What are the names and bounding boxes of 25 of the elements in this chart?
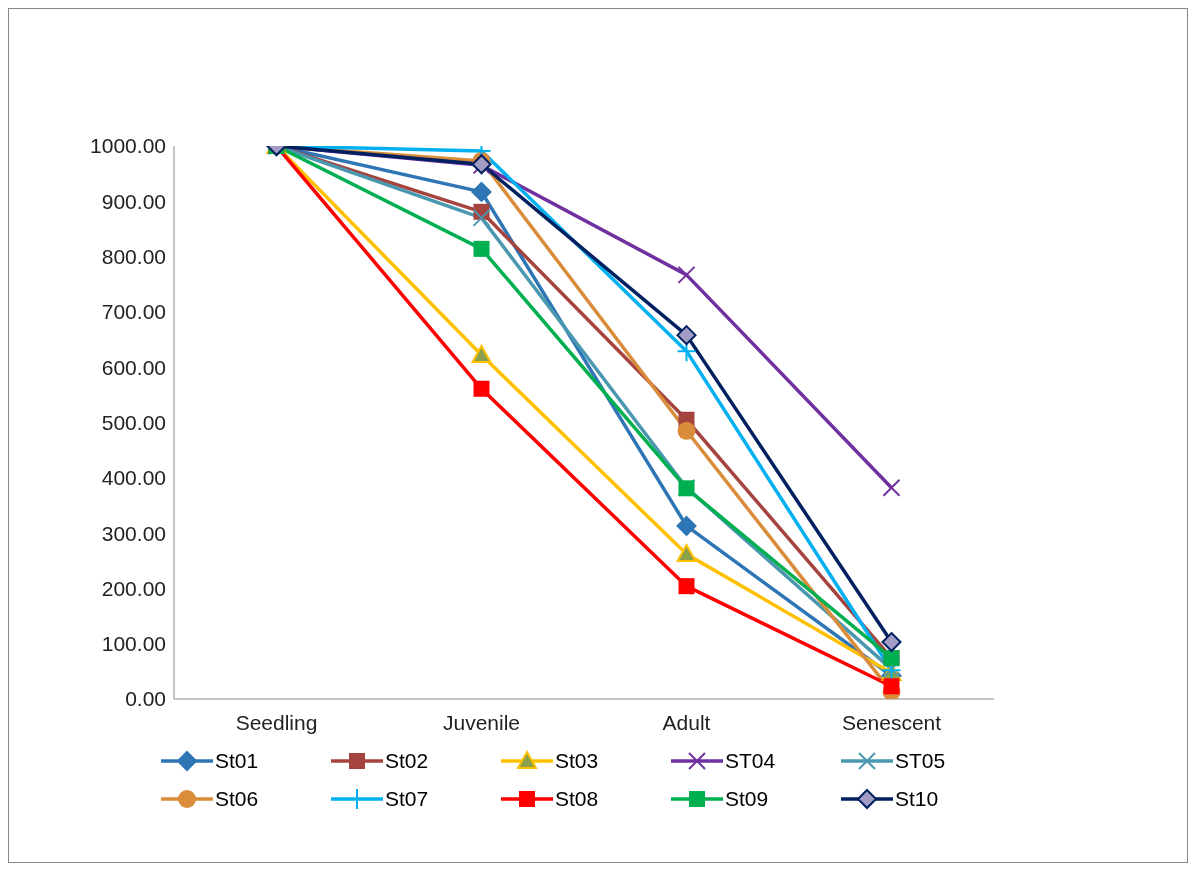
y-tick-label: 900.00: [101, 189, 166, 213]
y-tick-label: 300.00: [101, 521, 166, 545]
y-tick-label: 1000.00: [90, 134, 166, 158]
legend-label: St01: [215, 749, 259, 773]
legend-label: St10: [895, 787, 939, 811]
legend-label: St07: [385, 787, 429, 811]
x-tick-label: Juvenile: [442, 710, 521, 734]
y-tick-label: 600.00: [101, 355, 166, 379]
y-tick-label: 500.00: [101, 410, 166, 434]
y-tick-label: 0.00: [125, 687, 166, 711]
legend-label: St06: [215, 787, 259, 811]
y-tick-label: 400.00: [101, 466, 166, 490]
y-tick-label: 700.00: [101, 300, 166, 324]
y-tick-label: 100.00: [101, 632, 166, 656]
legend-label: ST05: [895, 749, 946, 773]
y-tick-label: 200.00: [101, 576, 166, 600]
y-tick-label: 800.00: [101, 245, 166, 269]
legend-label: St02: [385, 749, 429, 773]
legend-label: St09: [725, 787, 769, 811]
legend-label: ST04: [725, 749, 776, 773]
legend-label: St08: [555, 787, 599, 811]
legend-label: St03: [555, 749, 599, 773]
x-tick-label: Seedling: [235, 710, 318, 734]
x-tick-label: Adult: [662, 710, 711, 734]
x-tick-label: Senescent: [841, 710, 942, 734]
